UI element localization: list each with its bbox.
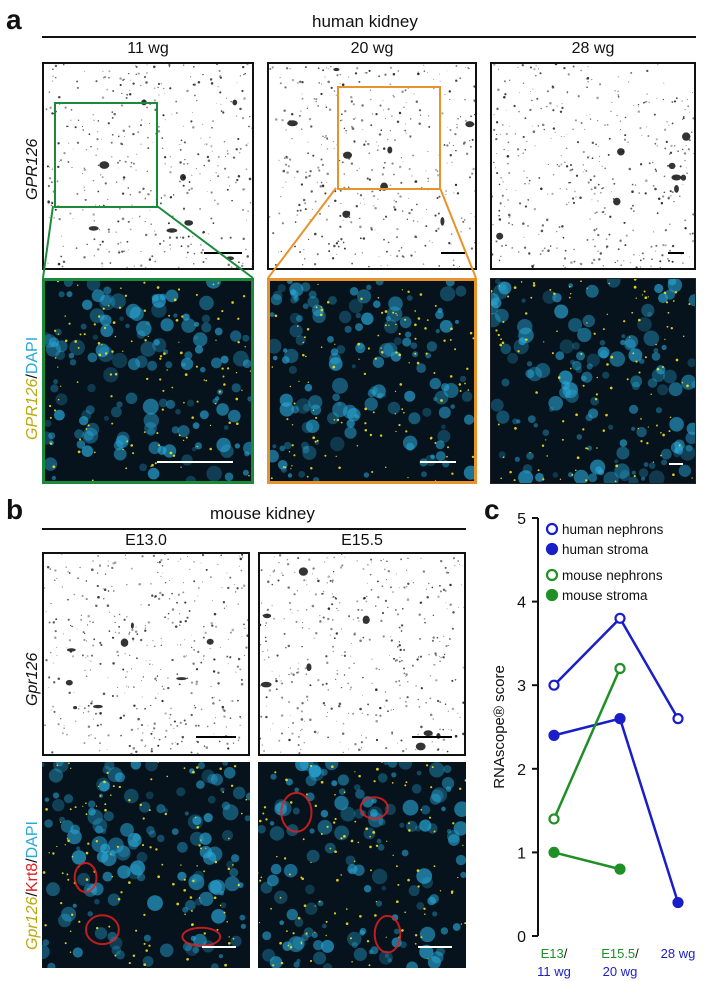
legend-marker xyxy=(545,588,559,602)
score-chart: 0 1 2 3 4 5 RNAscope® score E13/11 wg E15.5/20 w… xyxy=(491,511,696,979)
legend-label: mouse stroma xyxy=(562,588,648,603)
tile-20wg-ish xyxy=(267,62,477,270)
fluor-texture xyxy=(42,762,250,968)
tile-e155-fluor xyxy=(258,762,466,968)
y-tick-label: 1 xyxy=(517,845,526,862)
panel-b-header-rule xyxy=(42,528,466,530)
fluor-texture xyxy=(258,762,466,968)
label-sep: / xyxy=(24,892,41,897)
tile-e13-ish xyxy=(42,552,250,756)
scale-bar xyxy=(204,252,242,254)
y-tick-label: 3 xyxy=(517,678,526,695)
legend-marker xyxy=(545,522,559,536)
series-line xyxy=(553,851,621,871)
x-tick-label-mouse: E15.5/ xyxy=(601,946,639,961)
row-label-gpr126-mouse: Gpr126 xyxy=(24,652,41,706)
x-tick-label-human: 20 wg xyxy=(603,964,638,979)
panel-a-letter: a xyxy=(6,4,22,35)
label-sep: / xyxy=(24,374,41,379)
scale-bar xyxy=(202,946,236,948)
scale-bar xyxy=(441,252,465,254)
tile-28wg-ish xyxy=(490,62,696,270)
data-point xyxy=(672,896,684,909)
fluor-texture xyxy=(491,279,695,483)
tile-e155-ish xyxy=(258,552,466,756)
panel-b-letter: b xyxy=(6,494,24,525)
col-label-e13: E13.0 xyxy=(125,532,167,549)
data-point xyxy=(548,846,560,858)
scale-bar xyxy=(418,946,452,948)
series-line xyxy=(553,717,680,903)
legend-label: human stroma xyxy=(562,542,649,557)
x-tick-label-mouse: E13/ xyxy=(541,946,568,961)
data-point xyxy=(614,713,626,725)
tile-e13-fluor xyxy=(42,762,250,968)
series-line xyxy=(552,667,622,820)
fluor-texture xyxy=(45,281,251,481)
scale-bar xyxy=(157,461,233,463)
panel-b-header: mouse kidney xyxy=(210,504,315,523)
tile-28wg-fluor xyxy=(490,278,696,484)
y-tick-label: 2 xyxy=(517,762,526,779)
y-tick-label: 0 xyxy=(517,929,526,946)
data-point xyxy=(614,662,626,675)
panel-a-header-rule xyxy=(42,36,696,38)
label-dapi: DAPI xyxy=(24,336,41,375)
fluor-texture xyxy=(270,281,474,481)
y-axis-label: RNAscope® score xyxy=(491,665,508,789)
scale-bar xyxy=(196,736,236,738)
roi-box-20wg xyxy=(337,86,441,190)
data-point xyxy=(672,713,684,725)
legend-label: human nephrons xyxy=(562,522,664,537)
col-label-11wg: 11 wg xyxy=(127,40,169,57)
data-point xyxy=(614,612,626,624)
label-gene-gpr126: Gpr126 xyxy=(24,896,41,950)
data-point xyxy=(548,679,560,691)
tile-20wg-fluor xyxy=(267,278,477,484)
scale-bar xyxy=(420,461,456,463)
roi-box-11wg xyxy=(54,102,158,208)
dot-texture xyxy=(492,64,694,268)
data-point xyxy=(548,813,560,825)
tile-11wg-ish xyxy=(42,62,254,270)
dot-texture xyxy=(269,64,475,268)
tile-11wg-fluor xyxy=(42,278,254,484)
legend-marker xyxy=(545,568,559,582)
panel-c-letter: c xyxy=(484,494,500,525)
panel-a-header: human kidney xyxy=(312,12,418,31)
scale-bar xyxy=(669,463,683,465)
dot-texture xyxy=(260,554,464,754)
legend-marker xyxy=(545,542,559,556)
label-dapi: DAPI xyxy=(24,821,41,859)
label-krt8: Krt8 xyxy=(24,862,41,893)
row-label-gpr126-krt8-dapi: Gpr126/Krt8/DAPI xyxy=(24,821,42,950)
legend-label: mouse nephrons xyxy=(562,568,663,583)
col-label-20wg: 20 wg xyxy=(350,40,394,57)
data-point xyxy=(614,863,626,875)
zoom-connectors xyxy=(42,187,477,279)
y-tick-label: 4 xyxy=(517,595,526,612)
col-label-28wg: 28 wg xyxy=(571,40,615,57)
row-label-gpr126-dapi: GPR126/DAPI xyxy=(24,337,42,440)
label-gene-gpr126: GPR126 xyxy=(24,378,41,440)
scale-bar xyxy=(668,252,684,254)
x-tick-label-human: 11 wg xyxy=(537,964,571,979)
col-label-e155: E15.5 xyxy=(341,532,383,549)
data-point xyxy=(548,729,560,741)
y-tick-label: 5 xyxy=(517,511,526,528)
scale-bar xyxy=(412,736,452,738)
x-tick-label-human: 28 wg xyxy=(661,946,696,961)
dot-texture xyxy=(44,554,248,754)
label-sep: / xyxy=(24,858,41,863)
